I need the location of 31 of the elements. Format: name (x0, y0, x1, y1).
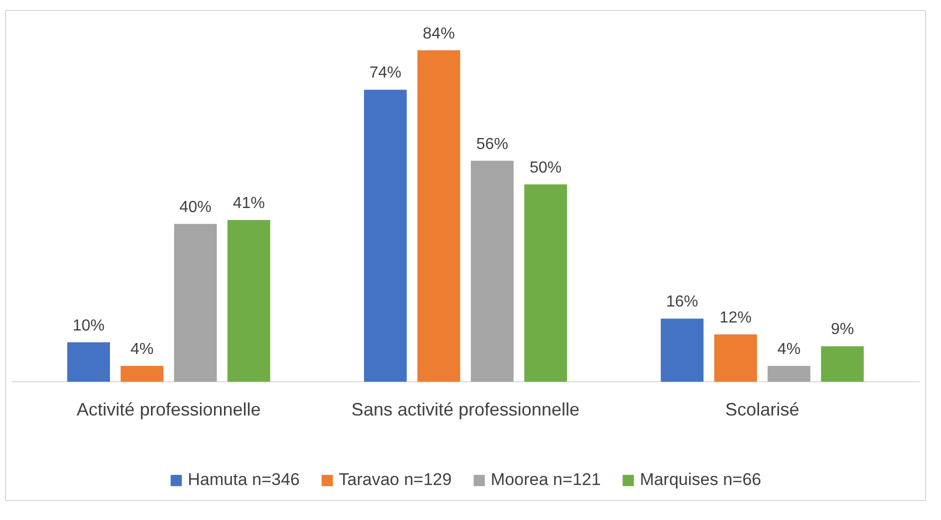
bar (714, 334, 757, 382)
data-label: 50% (530, 159, 562, 176)
data-label: 12% (720, 309, 752, 326)
data-label: 9% (830, 321, 854, 338)
data-label: 40% (179, 198, 212, 216)
bar (364, 90, 407, 382)
bar (67, 342, 110, 382)
bar (120, 366, 164, 382)
bar (470, 160, 514, 382)
data-label: 10% (72, 317, 105, 334)
bar (768, 366, 810, 382)
data-label: 4% (777, 340, 801, 358)
bar (821, 346, 864, 382)
legend-label: Taravao n=129 (338, 470, 452, 490)
x-tick-label: Activité professionnelle (76, 400, 261, 420)
data-label: 84% (422, 25, 455, 42)
x-tick-label: Scolarisé (725, 400, 800, 420)
bar (417, 50, 460, 382)
legend-label: Hamuta n=346 (188, 470, 300, 490)
legend-label: Marquises n=66 (640, 470, 762, 490)
data-label: 41% (232, 194, 265, 212)
legend-label: Moorea n=121 (490, 470, 601, 490)
x-tick-label: Sans activité professionnelle (351, 400, 580, 420)
data-label: 16% (666, 294, 698, 311)
bar (227, 220, 270, 382)
data-label: 4% (130, 340, 154, 358)
data-label: 74% (369, 64, 402, 82)
bar (660, 318, 704, 382)
data-label: 56% (476, 136, 508, 153)
bar (524, 184, 567, 382)
bar (174, 224, 217, 382)
